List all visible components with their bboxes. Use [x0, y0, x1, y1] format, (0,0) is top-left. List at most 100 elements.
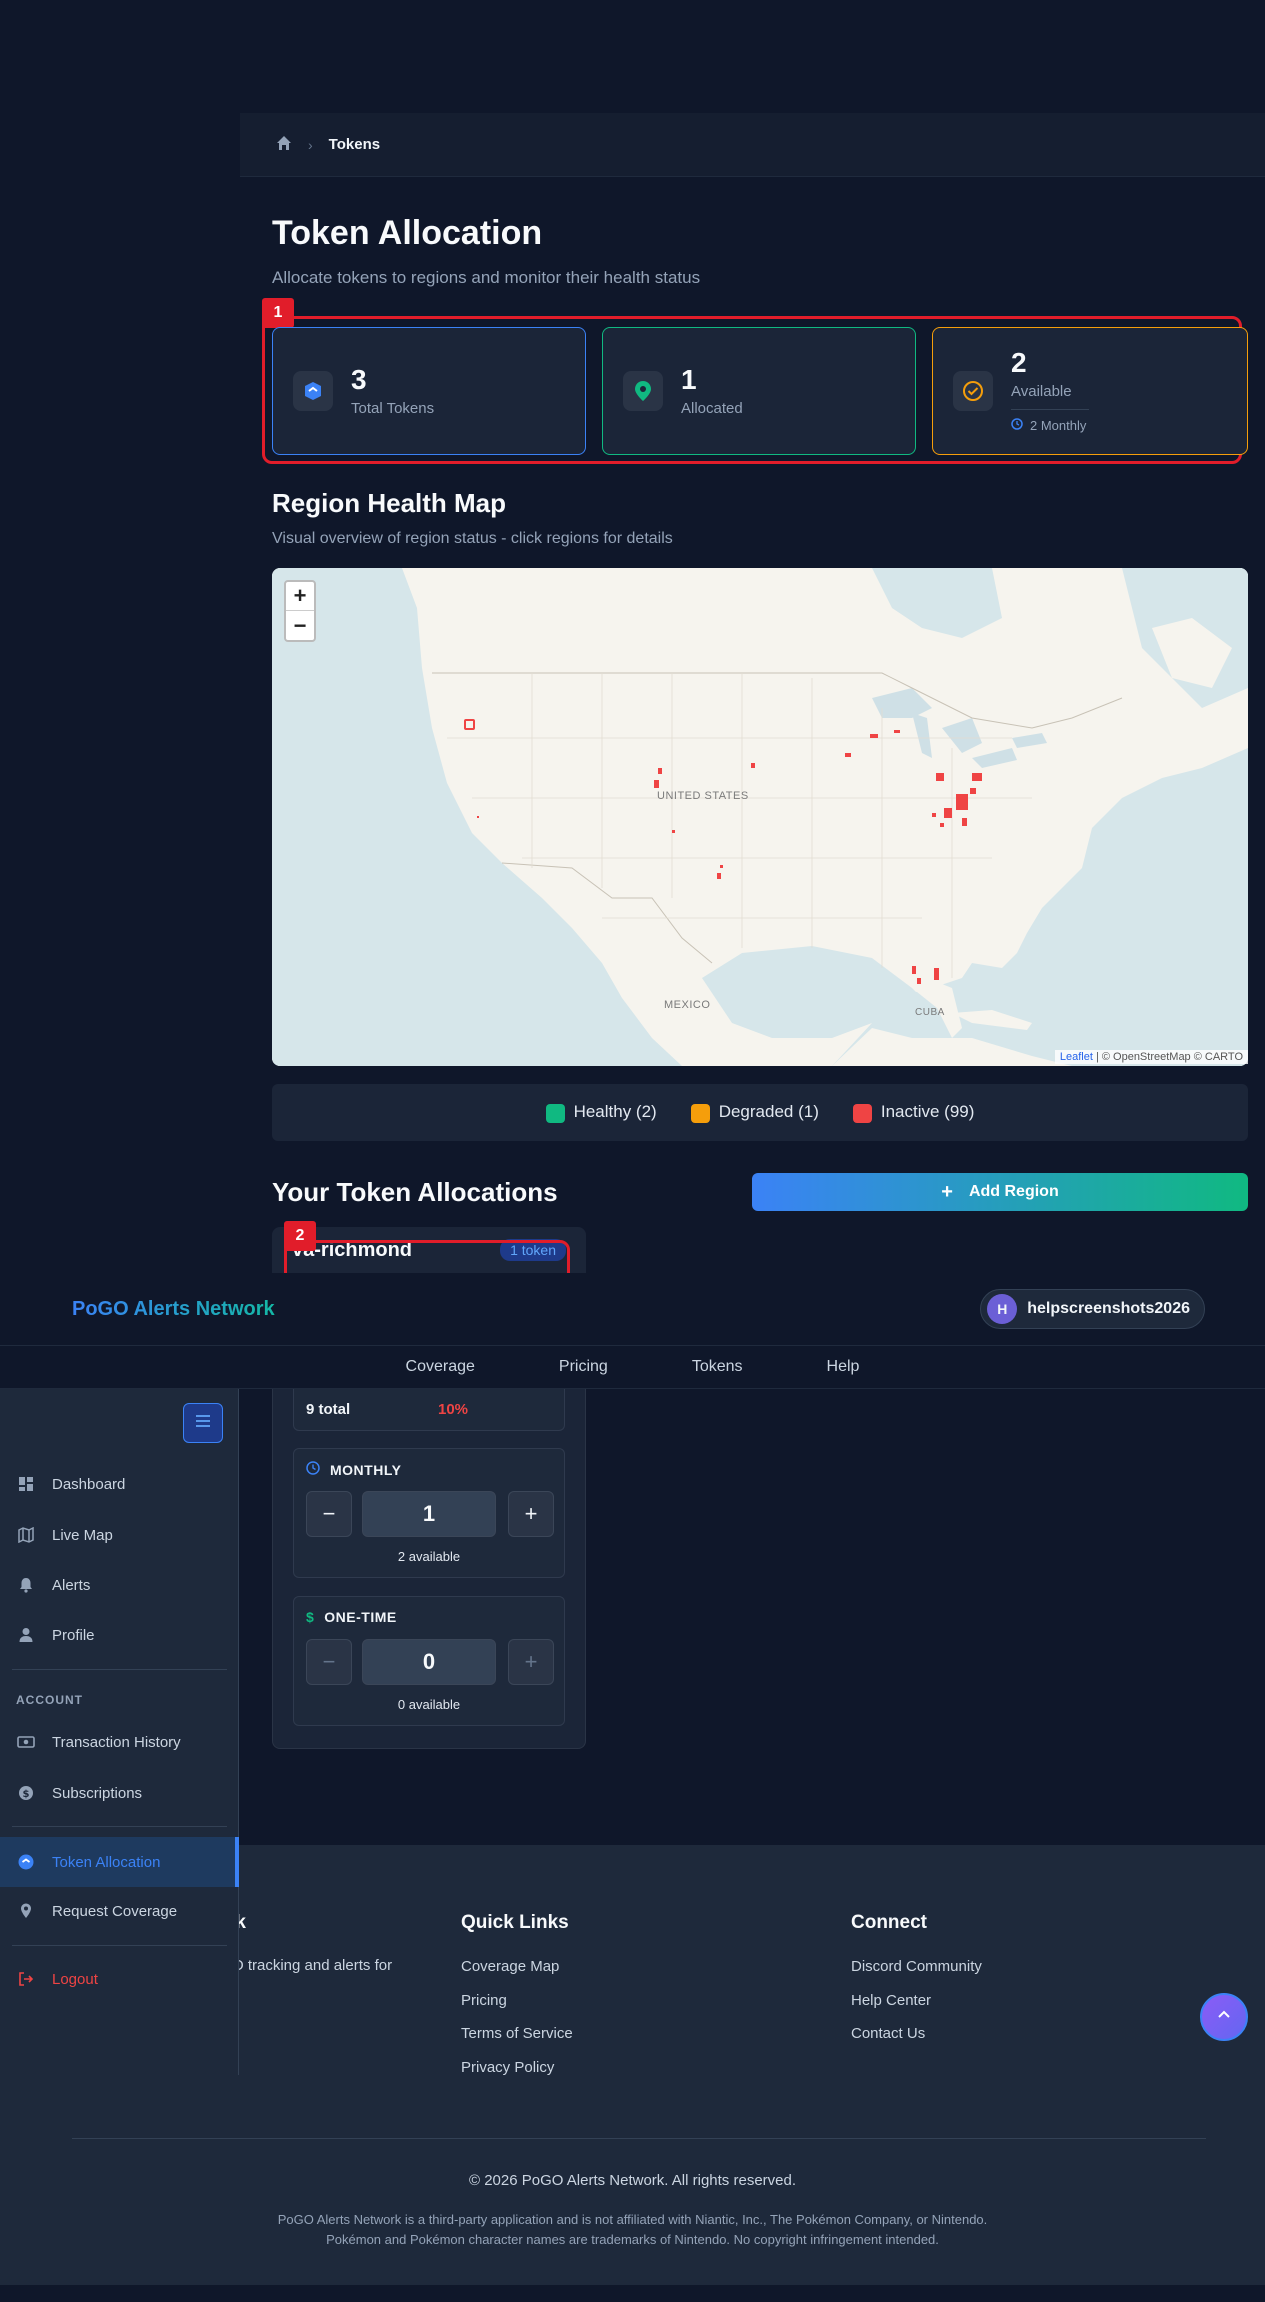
legend-healthy-label: Healthy (2)	[573, 1102, 657, 1122]
footer-quick-links-title: Quick Links	[461, 1912, 569, 1933]
sidebar-item-label: Profile	[52, 1626, 95, 1644]
sidebar-item-label: Dashboard	[52, 1475, 126, 1493]
main-nav: Coverage Pricing Tokens Help	[0, 1345, 1265, 1389]
logout-icon	[16, 1971, 36, 1987]
leaflet-link[interactable]: Leaflet	[1059, 1051, 1093, 1063]
sidebar-item-dashboard[interactable]: Dashboard	[0, 1461, 239, 1507]
dollar-icon: $	[306, 1609, 315, 1625]
footer-connect-title: Connect	[851, 1912, 927, 1933]
footer-link-contact[interactable]: Contact Us	[851, 2025, 926, 2042]
monthly-quantity-input[interactable]: 1	[362, 1491, 496, 1537]
svg-text:$: $	[23, 1789, 30, 1800]
sidebar-item-label: Logout	[52, 1970, 98, 1988]
stat-available: 2 Available 2 Monthly	[932, 327, 1248, 455]
monthly-allocator: MONTHLY − 1 + 2 available	[293, 1448, 565, 1578]
monthly-decrement-button[interactable]: −	[306, 1491, 352, 1537]
sidebar-item-label: Subscriptions	[52, 1784, 143, 1802]
footer-link-privacy[interactable]: Privacy Policy	[461, 2059, 555, 2076]
add-region-label: Add Region	[968, 1183, 1059, 1200]
legend-healthy: Healthy (2)	[545, 1102, 657, 1123]
attribution-text: | © OpenStreetMap © CARTO	[1092, 1051, 1243, 1063]
map-section-subtitle: Visual overview of region status - click…	[272, 530, 673, 547]
map-legend: Healthy (2) Degraded (1) Inactive (99)	[272, 1084, 1248, 1141]
region-health-map[interactable]: UNITED STATES MEXICO CUBA	[272, 568, 1248, 1066]
sidebar-section-account: ACCOUNT	[16, 1693, 83, 1707]
zoom-in-button[interactable]: +	[286, 582, 314, 611]
plus-icon: +	[941, 1180, 953, 1203]
onetime-quantity-input[interactable]: 0	[362, 1639, 496, 1685]
sidebar-item-label: Alerts	[52, 1576, 91, 1594]
clock-icon	[306, 1461, 320, 1478]
legend-inactive-label: Inactive (99)	[880, 1102, 975, 1122]
map-label-cuba: CUBA	[915, 1007, 945, 1018]
footer-brand-desc: O tracking and alerts for	[232, 1957, 393, 1974]
allocation-card-header[interactable]: va-richmond 1 token	[272, 1227, 586, 1273]
allocation-region-name: va-richmond	[292, 1238, 413, 1261]
zoom-out-button[interactable]: −	[293, 612, 307, 638]
stat-total-label: Total Tokens	[351, 399, 435, 417]
allocations-title: Your Token Allocations	[272, 1177, 558, 1207]
onetime-decrement-button[interactable]: −	[306, 1639, 352, 1685]
footer-disclaimer: PoGO Alerts Network is a third-party app…	[0, 2210, 1265, 2250]
nav-pricing[interactable]: Pricing	[558, 1358, 608, 1375]
onetime-increment-button[interactable]: +	[508, 1639, 554, 1685]
monthly-increment-button[interactable]: +	[508, 1491, 554, 1537]
stat-total-tokens: 3 Total Tokens	[272, 327, 586, 455]
stat-allocated: 1 Allocated	[602, 327, 916, 455]
scroll-to-top-button[interactable]	[1200, 1993, 1248, 2041]
sidebar-item-transaction-history[interactable]: Transaction History	[0, 1719, 239, 1765]
add-region-button[interactable]: + Add Region	[752, 1173, 1248, 1211]
footer-link-pricing[interactable]: Pricing	[461, 1992, 507, 2009]
user-menu[interactable]: H helpscreenshots2026	[980, 1289, 1205, 1329]
allocation-percent: 10%	[438, 1401, 469, 1418]
page-title: Token Allocation	[272, 214, 543, 252]
sidebar-item-logout[interactable]: Logout	[0, 1956, 239, 2002]
divider	[1011, 409, 1089, 410]
sidebar-item-label: Token Allocation	[52, 1853, 161, 1871]
sidebar-divider	[12, 1669, 227, 1670]
map-zoom-control: + −	[284, 580, 316, 642]
sidebar-item-profile[interactable]: Profile	[0, 1612, 239, 1658]
map-attribution: Leaflet | © OpenStreetMap © CARTO	[1054, 1050, 1248, 1064]
map-label-us: UNITED STATES	[657, 790, 749, 802]
footer-link-discord[interactable]: Discord Community	[851, 1958, 982, 1975]
sidebar-divider	[12, 1945, 227, 1946]
home-icon[interactable]	[276, 135, 292, 155]
map-label-mexico: MEXICO	[664, 999, 711, 1011]
map-pin-icon	[623, 371, 663, 411]
map-pin-icon	[16, 1903, 36, 1919]
footer-link-terms[interactable]: Terms of Service	[461, 2025, 573, 2042]
sidebar-toggle-button[interactable]	[183, 1403, 223, 1443]
sidebar	[0, 1389, 239, 2075]
receipt-icon	[16, 1735, 36, 1749]
sidebar-item-label: Live Map	[52, 1526, 113, 1544]
sidebar-item-label: Transaction History	[52, 1733, 181, 1751]
footer-link-coverage-map[interactable]: Coverage Map	[461, 1958, 560, 1975]
page-subtitle: Allocate tokens to regions and monitor t…	[272, 268, 701, 287]
legend-degraded-label: Degraded (1)	[718, 1102, 819, 1122]
top-bar: PoGO Alerts Network H helpscreenshots202…	[0, 1273, 1265, 1345]
sidebar-item-token-allocation[interactable]: Token Allocation	[0, 1837, 239, 1887]
brand-logo[interactable]: PoGO Alerts Network	[72, 1297, 275, 1320]
stat-available-value: 2	[1011, 347, 1027, 378]
sidebar-item-request-coverage[interactable]: Request Coverage	[0, 1888, 239, 1934]
token-icon	[16, 1854, 36, 1870]
clock-icon	[1011, 418, 1023, 433]
stat-allocated-value: 1	[681, 363, 697, 395]
breadcrumb-current: Tokens	[328, 136, 381, 153]
nav-tokens[interactable]: Tokens	[691, 1358, 743, 1375]
nav-help[interactable]: Help	[826, 1358, 860, 1375]
monthly-title: MONTHLY	[330, 1461, 402, 1478]
sidebar-item-subscriptions[interactable]: $ Subscriptions	[0, 1770, 239, 1816]
chevron-right-icon: ›	[308, 136, 313, 153]
legend-swatch-degraded	[690, 1103, 710, 1123]
sidebar-item-alerts[interactable]: Alerts	[0, 1562, 239, 1608]
nav-coverage[interactable]: Coverage	[405, 1358, 475, 1375]
footer-link-help-center[interactable]: Help Center	[851, 1992, 932, 2009]
sidebar-item-live-map[interactable]: Live Map	[0, 1512, 239, 1558]
legend-inactive: Inactive (99)	[852, 1102, 975, 1123]
monthly-available: 2 available	[397, 1549, 461, 1564]
allocation-summary-row: 9 total 10%	[293, 1389, 565, 1431]
onetime-allocator: $ ONE-TIME − 0 + 0 available	[293, 1596, 565, 1726]
legend-swatch-healthy	[545, 1103, 565, 1123]
